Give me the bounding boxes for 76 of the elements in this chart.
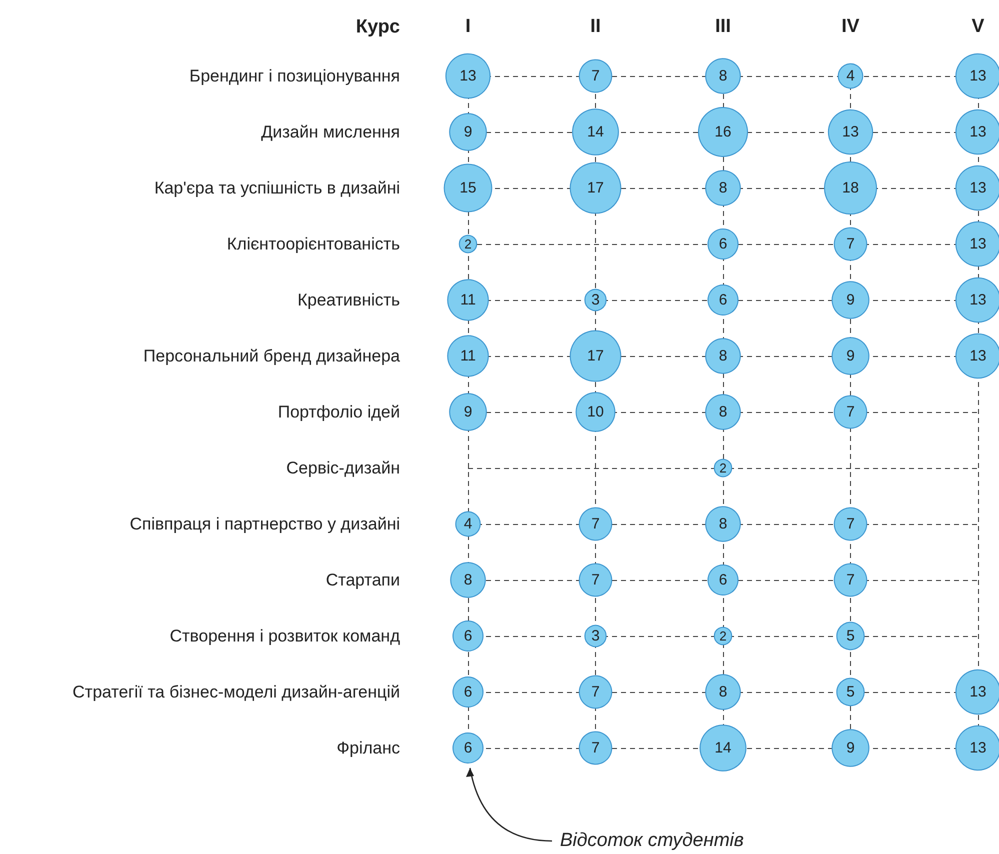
data-label: 16 [714, 124, 732, 140]
data-label: 3 [591, 628, 600, 644]
x-tick-label: V [972, 16, 985, 37]
data-label: 13 [970, 684, 986, 700]
data-label: 4 [464, 516, 472, 532]
data-label: 5 [846, 628, 855, 644]
x-tick-label: II [590, 16, 601, 37]
data-label: 11 [460, 292, 476, 308]
y-tick-label: Стратегії та бізнес-моделі дизайн-агенцій [72, 682, 400, 702]
y-tick-label: Креативність [297, 290, 400, 310]
x-tick-label: III [715, 16, 731, 37]
data-label: 14 [587, 124, 604, 140]
y-tick-label: Сервіс-дизайн [286, 458, 400, 478]
data-label: 9 [846, 348, 855, 364]
y-tick-label: Фріланс [336, 738, 400, 758]
data-label: 7 [591, 684, 600, 700]
data-label: 9 [846, 740, 855, 756]
data-label: 13 [970, 236, 986, 252]
data-label: 6 [464, 684, 472, 700]
y-tick-label: Персональний бренд дизайнера [143, 346, 401, 366]
data-label: 10 [587, 404, 604, 420]
data-label: 13 [970, 124, 986, 140]
data-label: 8 [718, 348, 728, 364]
data-label: 13 [460, 68, 476, 84]
data-label: 17 [587, 180, 604, 196]
data-label: 18 [842, 180, 859, 196]
y-tick-label: Створення і розвиток команд [170, 626, 400, 646]
data-label: 13 [970, 68, 986, 84]
data-label: 5 [846, 684, 855, 700]
data-label: 8 [718, 684, 728, 700]
data-label: 7 [846, 404, 855, 420]
data-label: 8 [718, 180, 728, 196]
data-label: 7 [591, 740, 600, 756]
x-axis-title: Курс [356, 16, 400, 38]
data-label: 6 [464, 628, 472, 644]
x-tick-label: I [465, 16, 471, 37]
data-label: 17 [587, 348, 604, 364]
data-label: 7 [846, 236, 855, 252]
data-label: 7 [591, 572, 600, 588]
data-label: 7 [846, 516, 855, 532]
data-label: 13 [970, 292, 986, 308]
data-label: 2 [719, 628, 727, 644]
data-label: 8 [464, 572, 472, 588]
data-label: 13 [970, 740, 986, 756]
x-tick-label: IV [842, 16, 860, 37]
data-label: 13 [842, 124, 859, 140]
text: Відсоток студентів [560, 830, 744, 852]
data-label: 4 [846, 68, 855, 84]
data-label: 3 [591, 292, 600, 308]
data-label: 6 [718, 572, 728, 588]
data-label: 7 [846, 572, 855, 588]
data-label: 2 [464, 236, 472, 252]
data-label: 13 [970, 180, 986, 196]
data-label: 6 [718, 236, 728, 252]
data-label: 15 [460, 180, 476, 196]
data-label: 6 [718, 292, 728, 308]
data-label: 8 [718, 68, 728, 84]
data-label: 6 [464, 740, 472, 756]
data-label: 13 [970, 348, 986, 364]
y-tick-label: Співпраця і партнерство у дизайні [130, 514, 400, 534]
data-label: 7 [591, 68, 600, 84]
data-label: 2 [719, 460, 727, 476]
data-label: 9 [464, 124, 472, 140]
data-label: 7 [591, 516, 600, 532]
data-label: 14 [714, 740, 732, 756]
data-label: 9 [846, 292, 855, 308]
data-label: 9 [464, 404, 472, 420]
y-tick-label: Брендинг і позиціонування [189, 66, 400, 86]
y-tick-label: Дизайн мислення [261, 122, 400, 142]
data-label: 8 [718, 404, 728, 420]
y-tick-label: Кар'єра та успішність в дизайні [154, 178, 400, 198]
y-tick-label: Клієнтоорієнтованість [226, 234, 400, 254]
y-tick-label: Портфоліо ідей [278, 402, 400, 422]
data-label: 11 [460, 348, 476, 364]
data-label: 8 [718, 516, 728, 532]
y-tick-label: Стартапи [326, 570, 400, 590]
